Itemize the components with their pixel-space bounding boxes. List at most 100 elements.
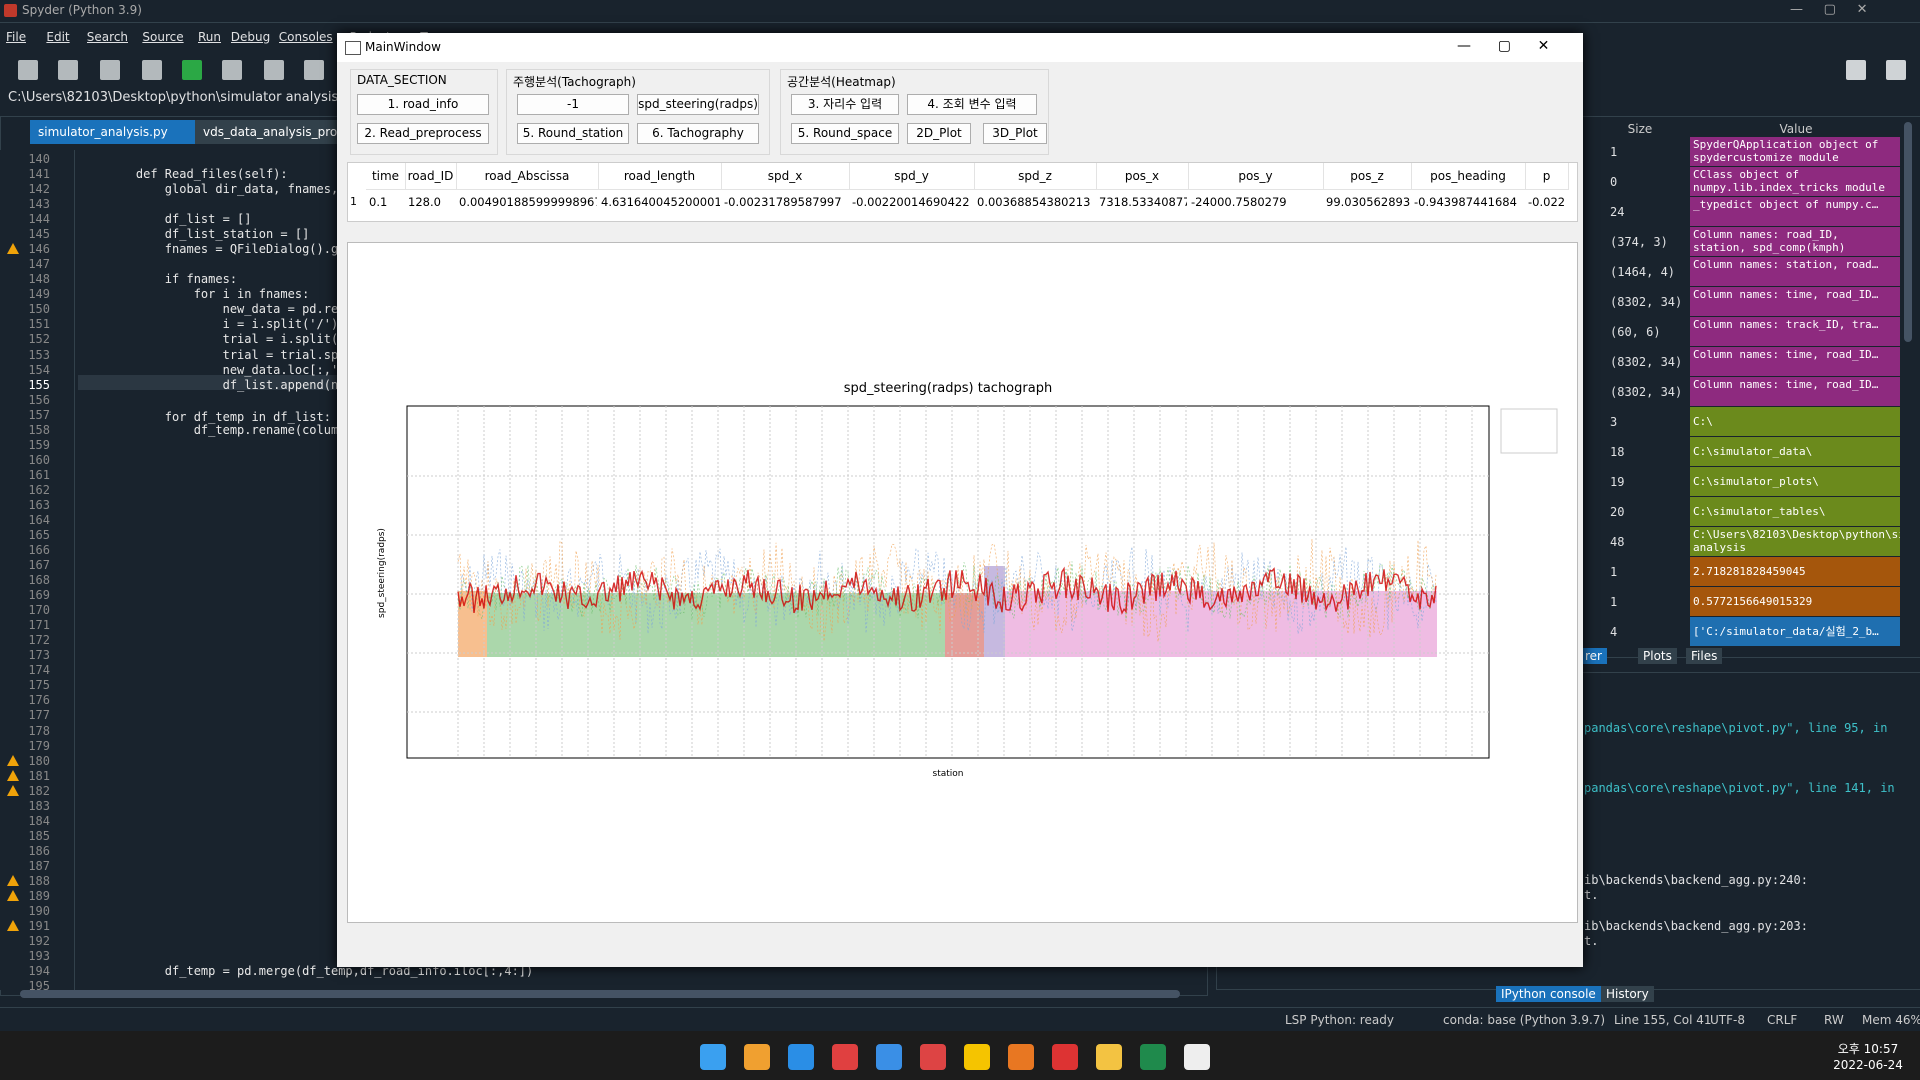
- line-number: 161: [28, 467, 50, 482]
- var-size: 48: [1610, 535, 1625, 549]
- var-size: 3: [1610, 415, 1618, 429]
- menu-item[interactable]: Search: [86, 30, 129, 44]
- editor-tab[interactable]: simulator_analysis.py: [30, 120, 198, 144]
- menu-item[interactable]: File: [6, 30, 27, 44]
- var-value: Column names: station, road…: [1690, 257, 1900, 286]
- taskbar-app[interactable]: [1052, 1044, 1078, 1070]
- var-size: 4: [1610, 625, 1618, 639]
- mw-title: MainWindow: [365, 40, 441, 54]
- table-header: time: [366, 163, 406, 190]
- console-tab[interactable]: History: [1601, 986, 1654, 1002]
- var-size: (1464, 4): [1610, 265, 1676, 279]
- taskbar-app[interactable]: [1140, 1044, 1166, 1070]
- tool-button[interactable]: [142, 60, 162, 80]
- mw-title-bar: [337, 33, 1583, 62]
- plot-trace: [457, 546, 1437, 634]
- console-line: t.: [1584, 934, 1599, 948]
- taskbar-app[interactable]: [788, 1044, 814, 1070]
- button[interactable]: 5. Round_space: [791, 123, 899, 144]
- line-number: 145: [28, 227, 50, 242]
- console-tab[interactable]: IPython console: [1496, 986, 1601, 1002]
- pane-tab[interactable]: Plots: [1638, 648, 1677, 664]
- var-value: C:\simulator_data\: [1690, 437, 1900, 466]
- line-number: 140: [28, 152, 50, 166]
- tool-button[interactable]: [222, 60, 242, 80]
- taskbar-app[interactable]: [920, 1044, 946, 1070]
- button[interactable]: 3D_Plot: [983, 123, 1047, 144]
- line-number: 184: [28, 813, 50, 828]
- menu-item[interactable]: Run: [198, 30, 222, 44]
- line-number: 143: [28, 197, 50, 212]
- button[interactable]: 1. road_info: [357, 94, 489, 115]
- taskbar-app[interactable]: [964, 1044, 990, 1070]
- table-cell: -0.022: [1528, 195, 1566, 209]
- window-controls[interactable]: — ▢ ✕: [1790, 2, 1868, 17]
- button-group: DATA_SECTION 1. road_info 2. Read_preproce…: [350, 69, 498, 155]
- var-value: SpyderQApplication object of spydercusto…: [1690, 137, 1900, 166]
- line-number: 171: [28, 618, 50, 633]
- var-size: (374, 3): [1610, 235, 1668, 249]
- mw-controls[interactable]: — ▢ ✕: [1457, 38, 1550, 54]
- pane-tab[interactable]: Files: [1686, 648, 1723, 664]
- taskbar-app[interactable]: [1096, 1044, 1122, 1070]
- menu-item[interactable]: Debug: [230, 30, 271, 44]
- editor-tab[interactable]: vds_data_analysis_pro: [195, 120, 363, 144]
- line-number: 146: [28, 242, 50, 257]
- console-line: ib\backends\backend_agg.py:240:: [1584, 873, 1808, 887]
- table-header: spd_z: [974, 163, 1097, 190]
- console-line: ib\backends\backend_agg.py:203:: [1584, 919, 1808, 933]
- taskbar-app[interactable]: [744, 1044, 770, 1070]
- console-line: pandas\core\reshape\pivot.py", line 95, …: [1584, 721, 1888, 735]
- button-group: 공간분석(Heatmap) 3. 자리수 입력 4. 조회 변수 입력 5. Roun…: [780, 69, 1049, 155]
- taskbar-app[interactable]: [700, 1044, 726, 1070]
- menu-item[interactable]: Source: [142, 30, 184, 44]
- button[interactable]: -1: [517, 94, 629, 115]
- button[interactable]: 6. Tachography: [637, 123, 759, 144]
- taskbar-app[interactable]: [1008, 1044, 1034, 1070]
- taskbar-app[interactable]: [832, 1044, 858, 1070]
- var-value: 0.5772156649015329: [1690, 587, 1900, 616]
- taskbar-app[interactable]: [1184, 1044, 1210, 1070]
- clock-time: 오후 10:57: [1837, 1042, 1899, 1056]
- button[interactable]: 2D_Plot: [907, 123, 971, 144]
- tool-button[interactable]: [182, 60, 202, 80]
- console-line: t.: [1584, 888, 1599, 902]
- var-value: Column names: time, road_ID…: [1690, 287, 1900, 316]
- tool-button[interactable]: [18, 60, 38, 80]
- menu-item[interactable]: Consoles: [278, 30, 333, 44]
- line-number: 166: [28, 543, 50, 558]
- line-number: 159: [28, 437, 50, 452]
- menu-item[interactable]: Edit: [46, 30, 70, 44]
- line-number: 160: [28, 452, 50, 467]
- pane-tabs: rer Plots Files: [1580, 648, 1880, 668]
- button[interactable]: 4. 조회 변수 입력: [907, 94, 1037, 115]
- line-number: 158: [28, 422, 50, 437]
- line-number: 157: [28, 407, 50, 422]
- code-line: df_temp.rename(columns={: [107, 422, 368, 437]
- tool-button[interactable]: [1846, 60, 1866, 80]
- column-header: Size: [1627, 122, 1653, 136]
- button[interactable]: 5. Round_station: [517, 123, 629, 144]
- warning-icon: [7, 874, 19, 886]
- tool-button[interactable]: [304, 60, 324, 80]
- line-number: 152: [28, 332, 50, 347]
- var-value: CClass object of numpy.lib.index_tricks …: [1690, 167, 1900, 196]
- tool-button[interactable]: [100, 60, 120, 80]
- column-header: Value: [1779, 122, 1813, 136]
- button[interactable]: 3. 자리수 입력: [791, 94, 899, 115]
- pane-tab[interactable]: rer: [1580, 648, 1607, 664]
- button[interactable]: 2. Read_preprocess: [357, 123, 489, 144]
- axes-frame: [406, 405, 1490, 759]
- tool-button[interactable]: [264, 60, 284, 80]
- line-number: 169: [28, 588, 50, 603]
- tool-button[interactable]: [58, 60, 78, 80]
- button[interactable]: spd_steering(radps): [637, 94, 759, 115]
- line-number: 177: [28, 708, 50, 723]
- title-bar: [0, 0, 1920, 23]
- table-cell: 7318.53340877: [1099, 195, 1187, 209]
- group-title: 주행분석(Tachograph): [513, 75, 636, 89]
- taskbar-app[interactable]: [876, 1044, 902, 1070]
- tool-button[interactable]: [1886, 60, 1906, 80]
- line-number: 148: [28, 272, 50, 287]
